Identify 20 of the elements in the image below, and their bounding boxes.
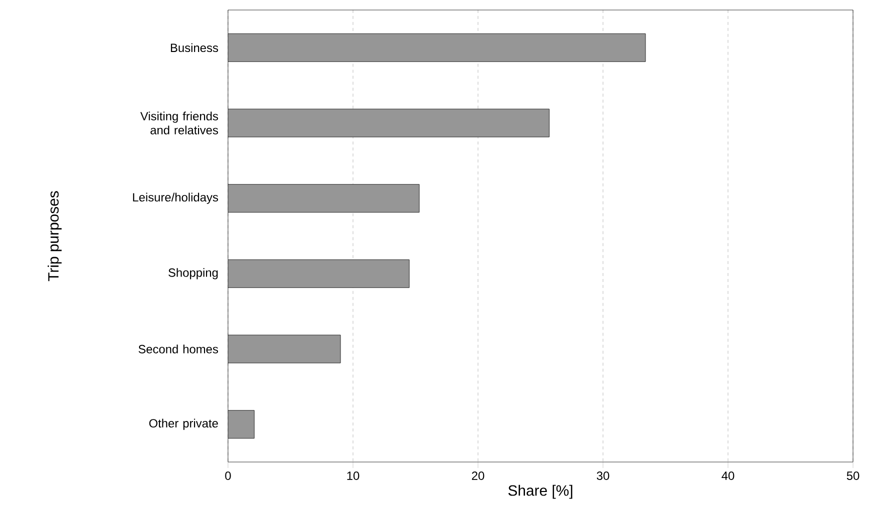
x-axis-title: Share [%] <box>508 484 572 499</box>
bar <box>228 184 420 213</box>
y-tick-label: Shopping <box>168 268 218 280</box>
x-tick-label: 20 <box>472 472 484 480</box>
x-tick-label: 10 <box>347 472 360 480</box>
x-tick-label: 0 <box>225 472 231 480</box>
x-tick-label: 40 <box>722 472 734 480</box>
bar <box>228 334 341 364</box>
y-tick-label: Other private <box>149 418 218 430</box>
bar <box>228 108 550 138</box>
y-tick-label: Second homes <box>138 344 218 354</box>
y-tick-label: Leisure/holidays <box>133 192 218 204</box>
y-tick-label: Business <box>170 43 218 52</box>
y-tick-label: Visiting friends and relatives <box>140 112 218 134</box>
x-tick-label: 50 <box>846 472 860 480</box>
bar <box>228 259 410 288</box>
bar <box>228 410 254 439</box>
x-tick-label: 30 <box>596 472 610 480</box>
y-axis-title: Trip purposes <box>48 191 62 282</box>
bar <box>228 33 646 62</box>
